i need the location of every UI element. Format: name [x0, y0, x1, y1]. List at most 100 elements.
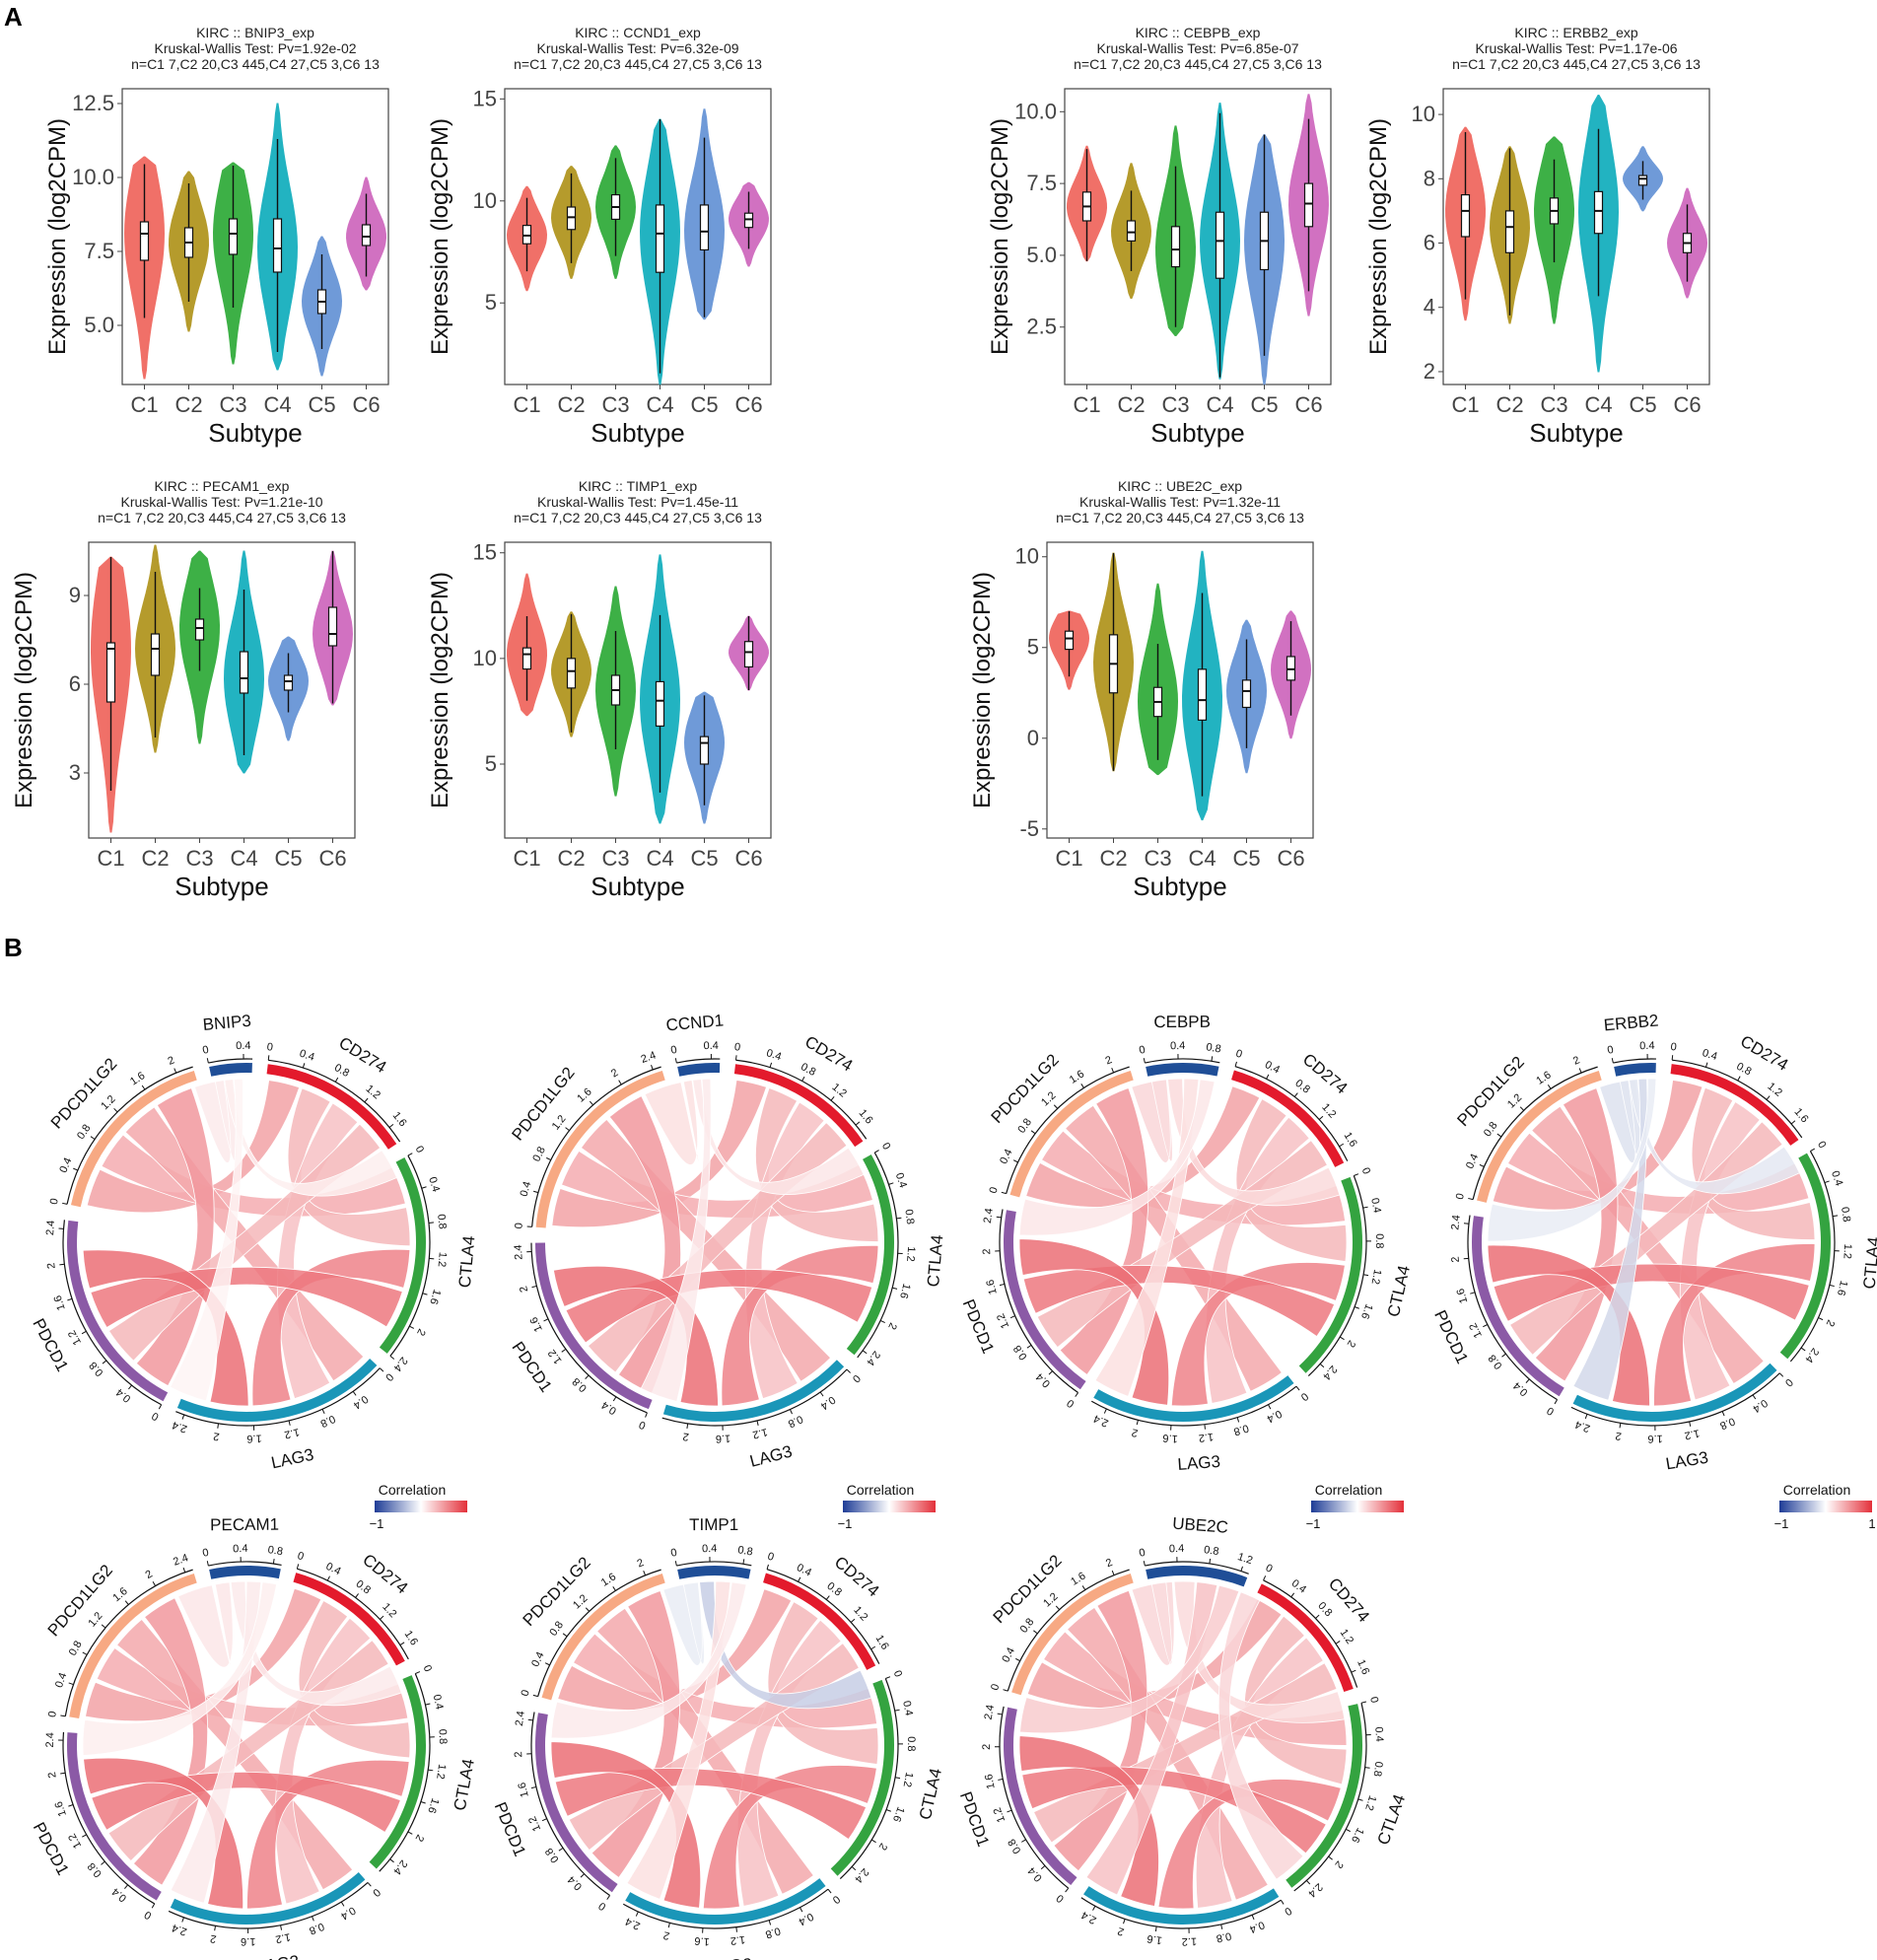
sector-tick	[544, 1662, 550, 1666]
sector-tick	[896, 1217, 902, 1220]
sector-tick-label: 1.2	[904, 1246, 917, 1262]
sector-CTLA4	[369, 1675, 427, 1869]
sector-tick-label: 0.8	[1482, 1120, 1500, 1139]
sector-tick-label: 1.2	[851, 1604, 869, 1623]
sector-tick-label: 1.2	[901, 1771, 916, 1787]
x-tick-label: C5	[274, 846, 302, 871]
chord-link-gene-PDCD1	[1019, 1584, 1240, 1734]
sector-LAG3	[1093, 1375, 1294, 1422]
sector-tick	[1111, 1068, 1115, 1074]
sector-tick-label: 0.4	[818, 1393, 837, 1412]
box	[150, 633, 161, 676]
sector-tick-label: 0	[150, 1410, 161, 1423]
sector-tick-label: 0.8	[1232, 1422, 1250, 1437]
sector-tick-label: 1.2	[1369, 1268, 1384, 1285]
chord-link-CTLA4-PDCD1	[554, 1768, 868, 1841]
x-tick-label: C4	[646, 392, 673, 417]
sector-axis	[66, 1066, 193, 1205]
sector-tick-label: 2.4	[514, 1711, 527, 1727]
x-axis-title: Subtype	[174, 872, 268, 901]
chart-subtitle: Kruskal-Wallis Test: Pv=6.85e-07	[1096, 40, 1298, 56]
sector-tick-label: 0	[1782, 1376, 1795, 1389]
y-axis-title: Expression (log2CPM)	[987, 118, 1013, 355]
legend-title: Correlation	[1783, 1482, 1850, 1498]
sector-tick	[272, 1559, 275, 1565]
sector-label-LAG3: LAG3	[255, 1952, 301, 1960]
y-axis-title: Expression (log2CPM)	[969, 572, 996, 808]
sector-tick	[769, 1062, 773, 1068]
sector-tick-label: 2.4	[1091, 1412, 1110, 1429]
y-tick-label: 7.5	[1026, 171, 1057, 195]
sector-tick	[790, 1409, 793, 1415]
sector-gene	[209, 1566, 281, 1579]
y-tick-label: 15	[473, 540, 497, 565]
sector-tick	[326, 1575, 330, 1581]
sector-tick-label: 1.2	[1362, 1794, 1378, 1812]
x-tick-label: C3	[1161, 392, 1189, 417]
sector-tick	[68, 1682, 74, 1686]
x-tick-label: C6	[1294, 392, 1322, 417]
sector-tick	[1790, 1120, 1796, 1125]
sector-tick-label: 0.8	[786, 1413, 804, 1430]
sector-tick-label: 2	[662, 1928, 671, 1941]
sector-label-PDCD1: PDCD1	[30, 1819, 73, 1878]
sector-CD274	[1257, 1583, 1354, 1692]
sector-tick	[1611, 1058, 1614, 1064]
sector-tick	[888, 1182, 894, 1185]
sector-CTLA4	[1298, 1176, 1362, 1373]
sector-tick-label: 1.2	[1182, 1935, 1198, 1947]
sector-tick-label: 0	[266, 1041, 274, 1054]
chord-chart-PECAM1: 0 0.4 0.8PECAM100.40.81.21.6CD27400.40.81.…	[30, 1515, 478, 1960]
sector-tick-label: 2	[1450, 1256, 1462, 1263]
sector-tick-label: 1.6	[1835, 1280, 1849, 1297]
sector-tick	[830, 1096, 835, 1101]
panel-label-a: A	[4, 2, 23, 32]
sector-tick-label: 2	[1824, 1318, 1837, 1329]
sector-LAG3	[1572, 1363, 1777, 1422]
sector-tick-label: 0.8	[1718, 1415, 1737, 1432]
sector-tick-label: 0.8	[1734, 1061, 1753, 1079]
sector-tick	[1209, 1558, 1212, 1565]
sector-tick-label: 0.4	[599, 1399, 618, 1417]
sector-tick	[1335, 1641, 1341, 1645]
sector-tick-label: 0.4	[1368, 1197, 1383, 1214]
x-tick-label: C5	[690, 846, 718, 871]
sector-PDCD1	[1472, 1216, 1564, 1397]
sector-tick-label: 2.4	[44, 1732, 56, 1748]
x-axis-title: Subtype	[591, 418, 684, 448]
box	[1460, 194, 1471, 238]
sector-label-gene: TIMP1	[689, 1515, 738, 1534]
chart-subtitle: Kruskal-Wallis Test: Pv=1.32e-11	[1079, 494, 1281, 510]
sector-tick	[874, 1150, 879, 1154]
sector-LAG3	[1083, 1886, 1280, 1925]
sector-tick-label: 0	[891, 1669, 904, 1679]
sector-tick	[428, 1769, 434, 1772]
sector-tick-label: 2.4	[390, 1857, 409, 1876]
sector-label-PDCD1: PDCD1	[959, 1296, 998, 1357]
sector-label-PDCD1: PDCD1	[508, 1338, 555, 1395]
legend-title: Correlation	[1315, 1482, 1382, 1498]
sector-tick	[389, 1858, 394, 1863]
sector-tick	[206, 1561, 209, 1567]
sector-tick	[533, 1190, 539, 1194]
sector-tick	[158, 1404, 163, 1410]
sector-label-LAG3: LAG3	[1664, 1448, 1709, 1474]
sector-axis	[661, 1368, 848, 1427]
sector-tick-label: 0	[520, 1689, 532, 1698]
sector-tick	[141, 1085, 146, 1090]
sector-tick	[532, 1694, 538, 1698]
sector-PDCD1LG2	[535, 1070, 665, 1228]
sector-tick	[606, 1895, 610, 1900]
sector-tick-label: 1.2	[1765, 1081, 1783, 1099]
sector-tick	[1123, 1919, 1126, 1925]
box	[327, 606, 338, 647]
sector-tick	[635, 1911, 639, 1917]
sector-tick-label: 0.4	[1701, 1047, 1718, 1063]
sector-tick-label: 0.4	[233, 1543, 248, 1555]
sector-tick	[1240, 1566, 1243, 1572]
sector-tick-label: 0.4	[338, 1904, 357, 1922]
sector-tick-label: 2	[981, 1248, 993, 1255]
sector-tick	[1547, 1084, 1552, 1089]
sector-tick-label: 0.8	[543, 1846, 562, 1864]
